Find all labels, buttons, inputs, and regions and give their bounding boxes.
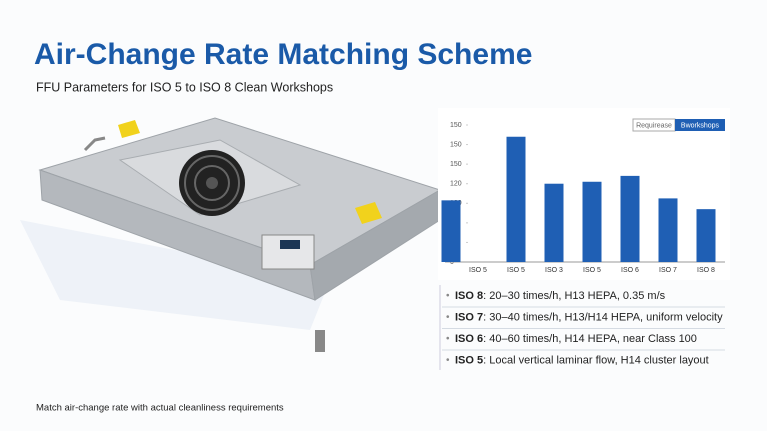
x-tick-label: ISO 8: [697, 267, 715, 274]
x-tick-label: ISO 6: [621, 267, 639, 274]
list-label: ISO 7: [455, 311, 483, 323]
bar: [544, 183, 564, 262]
list-item: ISO 6: 40–60 times/h, H14 HEPA, near Cla…: [455, 333, 697, 345]
x-tick-label: ISO 3: [545, 267, 563, 274]
bar: [506, 136, 526, 262]
list-label: ISO 6: [455, 333, 483, 345]
list-text: : 20–30 times/h, H13 HEPA, 0.35 m/s: [483, 290, 665, 302]
title: Air-Change Rate Matching Scheme: [34, 38, 532, 71]
bullet: •: [446, 312, 450, 323]
y-tick-label: 150: [450, 122, 462, 129]
bullet: •: [446, 355, 450, 366]
bullet: •: [446, 291, 450, 302]
x-tick-label: ISO 5: [583, 267, 601, 274]
bar: [620, 175, 640, 262]
bullet: •: [446, 334, 450, 345]
list-text: : 30–40 times/h, H13/H14 HEPA, uniform v…: [483, 311, 723, 323]
legend-box: [675, 119, 725, 131]
ffu-illustration: [20, 117, 442, 352]
y-tick-label: 120: [450, 181, 462, 188]
footer: Match air-change rate with actual cleanl…: [36, 403, 284, 414]
bar: [696, 209, 716, 262]
list-label: ISO 5: [455, 354, 483, 366]
bar: [582, 181, 602, 262]
list-label: ISO 8: [455, 290, 483, 302]
x-tick-label: ISO 7: [659, 267, 677, 274]
y-tick-label: 150: [450, 141, 462, 148]
bar: [658, 198, 678, 262]
list: • ISO 8: 20–30 times/h, H13 HEPA, 0.35 m/…: [442, 290, 725, 366]
list-item: ISO 7: 30–40 times/h, H13/H14 HEPA, unif…: [455, 311, 723, 323]
x-tick-label: ISO 5: [469, 267, 487, 274]
subtitle: FFU Parameters for ISO 5 to ISO 8 Clean …: [36, 80, 333, 94]
bar: [441, 200, 461, 262]
legend-label: Bworkshops: [681, 122, 720, 129]
list-text: : 40–60 times/h, H14 HEPA, near Class 10…: [483, 333, 697, 345]
y-tick-label: 150: [450, 161, 462, 168]
x-tick-label: ISO 5: [507, 267, 525, 274]
list-item: ISO 5: Local vertical laminar flow, H14 …: [455, 354, 709, 366]
list-item: ISO 8: 20–30 times/h, H13 HEPA, 0.35 m/s: [455, 290, 666, 302]
list-text: : Local vertical laminar flow, H14 clust…: [483, 354, 709, 366]
legend-label: Requirease: [636, 122, 672, 129]
